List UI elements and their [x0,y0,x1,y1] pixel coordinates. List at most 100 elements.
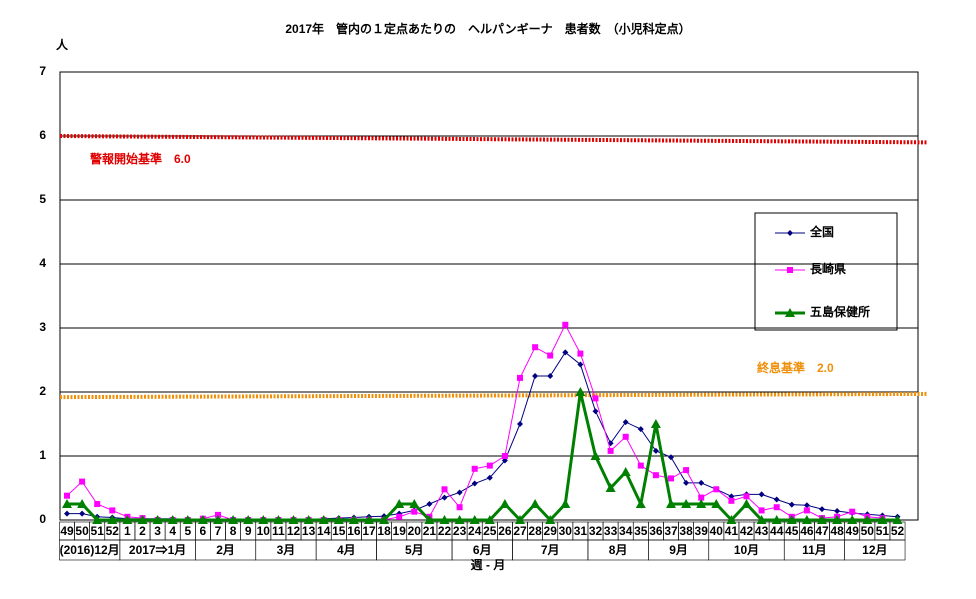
point [620,467,631,476]
x-tick-label: 33 [604,524,618,538]
x-tick-label: 37 [664,524,678,538]
y-tick-label: 0 [39,512,46,526]
point [577,350,584,357]
point [786,515,797,524]
legend-label: 全国 [809,224,834,239]
month-label: 3月 [277,543,296,557]
x-tick-label: 39 [695,524,709,538]
month-label: 9月 [669,543,688,557]
x-tick-label: 47 [815,524,829,538]
x-tick-label: 31 [574,524,588,538]
point [303,515,314,524]
point [785,308,795,317]
month-label: (2016)12月 [60,543,120,557]
month-label: 10月 [734,543,759,557]
x-tick-label: 12 [287,524,301,538]
point [486,474,493,481]
point [666,499,676,508]
point [484,515,495,524]
x-tick-label: 34 [619,524,633,538]
point [590,451,601,460]
point [92,515,103,524]
point [741,499,752,508]
point [167,515,178,524]
point [681,499,692,508]
point [348,515,359,524]
x-tick-label: 24 [468,524,482,538]
point [698,494,705,501]
point [771,515,782,524]
month-label: 12月 [862,543,887,557]
point [152,515,163,524]
point [787,230,793,236]
x-tick-label: 8 [230,524,237,538]
point [743,493,750,500]
x-tick-label: 48 [830,524,844,538]
point [683,479,690,486]
point [592,408,599,415]
point [517,374,523,381]
point [532,344,539,351]
point [622,419,629,426]
point [650,419,661,428]
month-label: 5月 [405,543,424,557]
x-tick-label: 16 [347,524,361,538]
point [486,462,493,469]
month-label: 6月 [473,543,492,557]
x-tick-label: 3 [154,524,161,538]
x-tick-label: 29 [544,524,558,538]
x-tick-label: 28 [528,524,542,538]
point [243,515,254,524]
point [562,349,569,356]
point [683,467,690,474]
point [333,515,344,524]
point [77,499,88,508]
x-tick-label: 10 [257,524,271,538]
point [668,475,674,482]
x-tick-label: 5 [184,524,191,538]
point [107,515,118,524]
x-tick-label: 41 [725,524,739,538]
x-tick-label: 4 [169,524,176,538]
y-tick-label: 5 [39,192,46,206]
x-tick-label: 42 [740,524,754,538]
legend-label: 長崎県 [810,261,846,276]
point [877,515,888,524]
point [773,496,780,503]
reference-line [59,134,929,145]
x-tick-label: 11 [272,524,285,538]
point [258,515,269,524]
point [668,454,674,461]
point [109,507,116,514]
point [698,479,705,486]
point [379,515,390,524]
point [545,515,556,524]
point [801,515,812,524]
point [64,510,70,517]
x-tick-label: 46 [800,524,814,538]
point [862,515,873,524]
point [849,508,856,515]
x-tick-label: 36 [649,524,663,538]
point [182,515,193,524]
x-tick-label: 49 [846,524,860,538]
point [456,489,463,496]
point [652,472,659,479]
point [530,499,541,508]
x-tick-label: 49 [60,524,74,538]
x-tick-label: 45 [785,524,799,538]
point [758,507,765,514]
x-tick-label: 22 [438,524,452,538]
x-tick-label: 38 [679,524,693,538]
point [441,486,448,493]
point [562,321,569,328]
x-tick-label: 1 [124,524,131,538]
x-tick-label: 50 [75,524,89,538]
point [288,515,299,524]
x-tick-label: 50 [861,524,875,538]
point [411,508,418,515]
x-tick-label: 51 [876,524,890,538]
y-tick-label: 2 [39,384,46,398]
point [847,515,858,524]
month-label: 4月 [337,543,356,557]
